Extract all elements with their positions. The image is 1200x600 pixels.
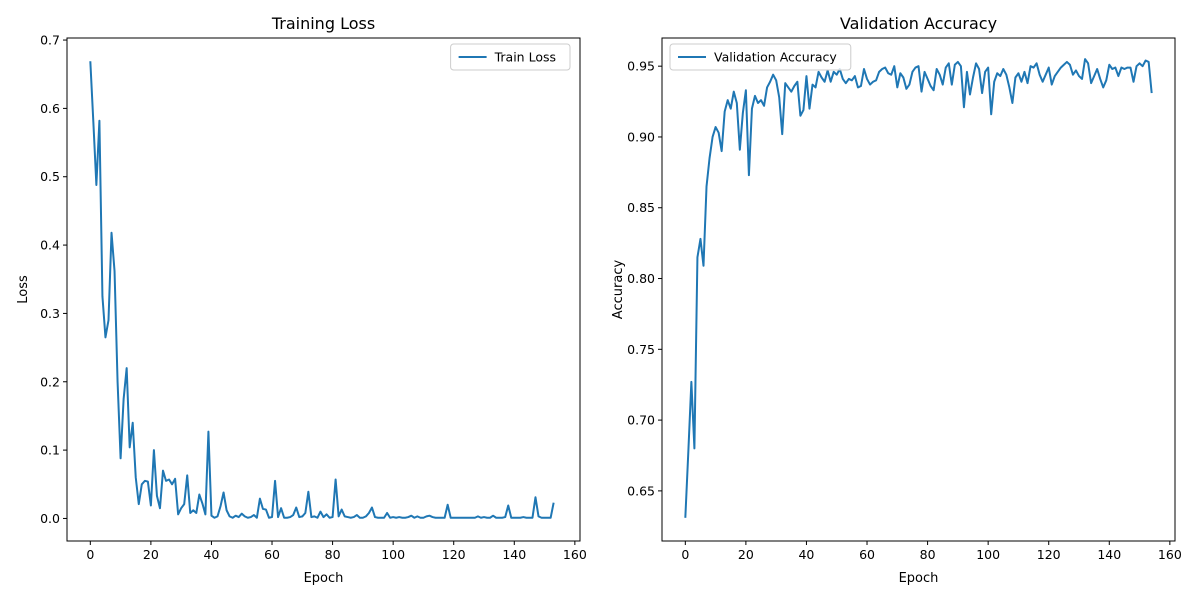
chart-title: Validation Accuracy [840, 14, 997, 33]
x-tick-label: 160 [563, 547, 587, 562]
y-tick-label: 0.5 [40, 169, 60, 184]
y-tick-label: 0.1 [40, 443, 60, 458]
y-tick-label: 0.65 [627, 483, 655, 498]
legend-box [450, 43, 571, 71]
x-tick-label: 60 [859, 547, 875, 562]
x-tick-label: 160 [1158, 547, 1182, 562]
x-tick-label: 60 [264, 547, 280, 562]
y-axis-label: Loss [16, 275, 31, 304]
chart-title: Training Loss [271, 14, 375, 33]
y-tick-label: 0.7 [40, 33, 60, 48]
x-tick-label: 80 [920, 547, 936, 562]
legend-label: Validation Accuracy [714, 50, 837, 65]
x-tick-label: 0 [681, 547, 689, 562]
y-axis-label: Accuracy [611, 260, 626, 320]
x-tick-label: 100 [976, 547, 1000, 562]
x-tick-label: 40 [203, 547, 219, 562]
plot-frame [66, 37, 581, 542]
y-tick-label: 0.75 [627, 342, 655, 357]
x-tick-label: 0 [86, 547, 94, 562]
x-tick-label: 120 [442, 547, 466, 562]
legend: Train Loss [450, 43, 571, 71]
x-axis-label: Epoch [304, 571, 344, 586]
y-tick-label: 0.85 [627, 200, 655, 215]
y-tick-label: 0.95 [627, 59, 655, 74]
series-line [89, 61, 555, 519]
validation-accuracy-panel: Validation Accuracy Epoch Accuracy 0 20 40… [611, 14, 1182, 586]
x-tick-label: 20 [738, 547, 754, 562]
x-tick-label: 140 [1097, 547, 1121, 562]
y-tick-label: 0.90 [627, 129, 655, 144]
y-tick-label: 0.0 [40, 511, 60, 526]
legend-label: Train Loss [494, 50, 556, 65]
training-loss-panel: Training Loss Epoch Loss 0 20 40 60 80 100 120… [16, 14, 587, 586]
plot-frame [661, 37, 1176, 542]
y-tick-label: 0.80 [627, 271, 655, 286]
y-tick-label: 0.4 [40, 238, 60, 253]
axis-ticks: 0 20 40 60 80 100 120 140 160 0.0 0.1 0.2 0.3 0.4 0.5 0… [40, 33, 587, 562]
x-tick-label: 100 [381, 547, 405, 562]
y-tick-label: 0.2 [40, 374, 60, 389]
series-line [684, 58, 1153, 518]
axis-ticks: 0 20 40 60 80 100 120 140 160 0.65 0.70 0.75 0.80 0.8… [627, 59, 1182, 562]
y-tick-label: 0.3 [40, 306, 60, 321]
x-tick-label: 40 [798, 547, 814, 562]
x-tick-label: 80 [325, 547, 341, 562]
x-tick-label: 140 [502, 547, 526, 562]
legend: Validation Accuracy [669, 43, 852, 71]
x-tick-label: 20 [143, 547, 159, 562]
y-tick-label: 0.70 [627, 413, 655, 428]
legend-box [669, 43, 852, 71]
x-axis-label: Epoch [899, 571, 939, 586]
y-tick-label: 0.6 [40, 101, 60, 116]
x-tick-label: 120 [1037, 547, 1061, 562]
